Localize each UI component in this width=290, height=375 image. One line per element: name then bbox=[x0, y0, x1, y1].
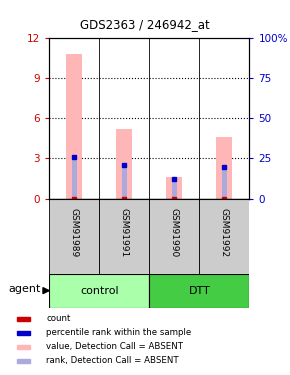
Text: DTT: DTT bbox=[188, 286, 210, 296]
Text: control: control bbox=[80, 286, 119, 296]
Bar bbox=[99, 199, 149, 274]
Bar bbox=[166, 177, 182, 199]
Bar bbox=[200, 199, 249, 274]
Text: GSM91990: GSM91990 bbox=[170, 208, 179, 257]
Bar bbox=[149, 199, 200, 274]
Text: count: count bbox=[46, 314, 71, 323]
Bar bbox=[66, 54, 82, 199]
Text: GSM91992: GSM91992 bbox=[220, 208, 229, 257]
Bar bbox=[17, 359, 30, 363]
Bar bbox=[122, 165, 126, 199]
Bar bbox=[116, 129, 132, 199]
Bar bbox=[17, 331, 30, 335]
Text: GDS2363 / 246942_at: GDS2363 / 246942_at bbox=[80, 18, 210, 31]
Bar bbox=[222, 166, 226, 199]
Bar bbox=[149, 274, 249, 308]
Bar bbox=[216, 137, 232, 199]
Bar bbox=[72, 157, 77, 199]
Text: GSM91991: GSM91991 bbox=[120, 208, 129, 257]
Text: rank, Detection Call = ABSENT: rank, Detection Call = ABSENT bbox=[46, 357, 179, 366]
Text: GSM91989: GSM91989 bbox=[70, 208, 79, 257]
Bar bbox=[17, 345, 30, 349]
Bar bbox=[49, 199, 99, 274]
Bar bbox=[17, 317, 30, 321]
Text: percentile rank within the sample: percentile rank within the sample bbox=[46, 328, 192, 338]
Bar bbox=[172, 178, 177, 199]
Bar bbox=[49, 274, 149, 308]
Text: agent: agent bbox=[9, 284, 41, 294]
Text: value, Detection Call = ABSENT: value, Detection Call = ABSENT bbox=[46, 342, 183, 351]
